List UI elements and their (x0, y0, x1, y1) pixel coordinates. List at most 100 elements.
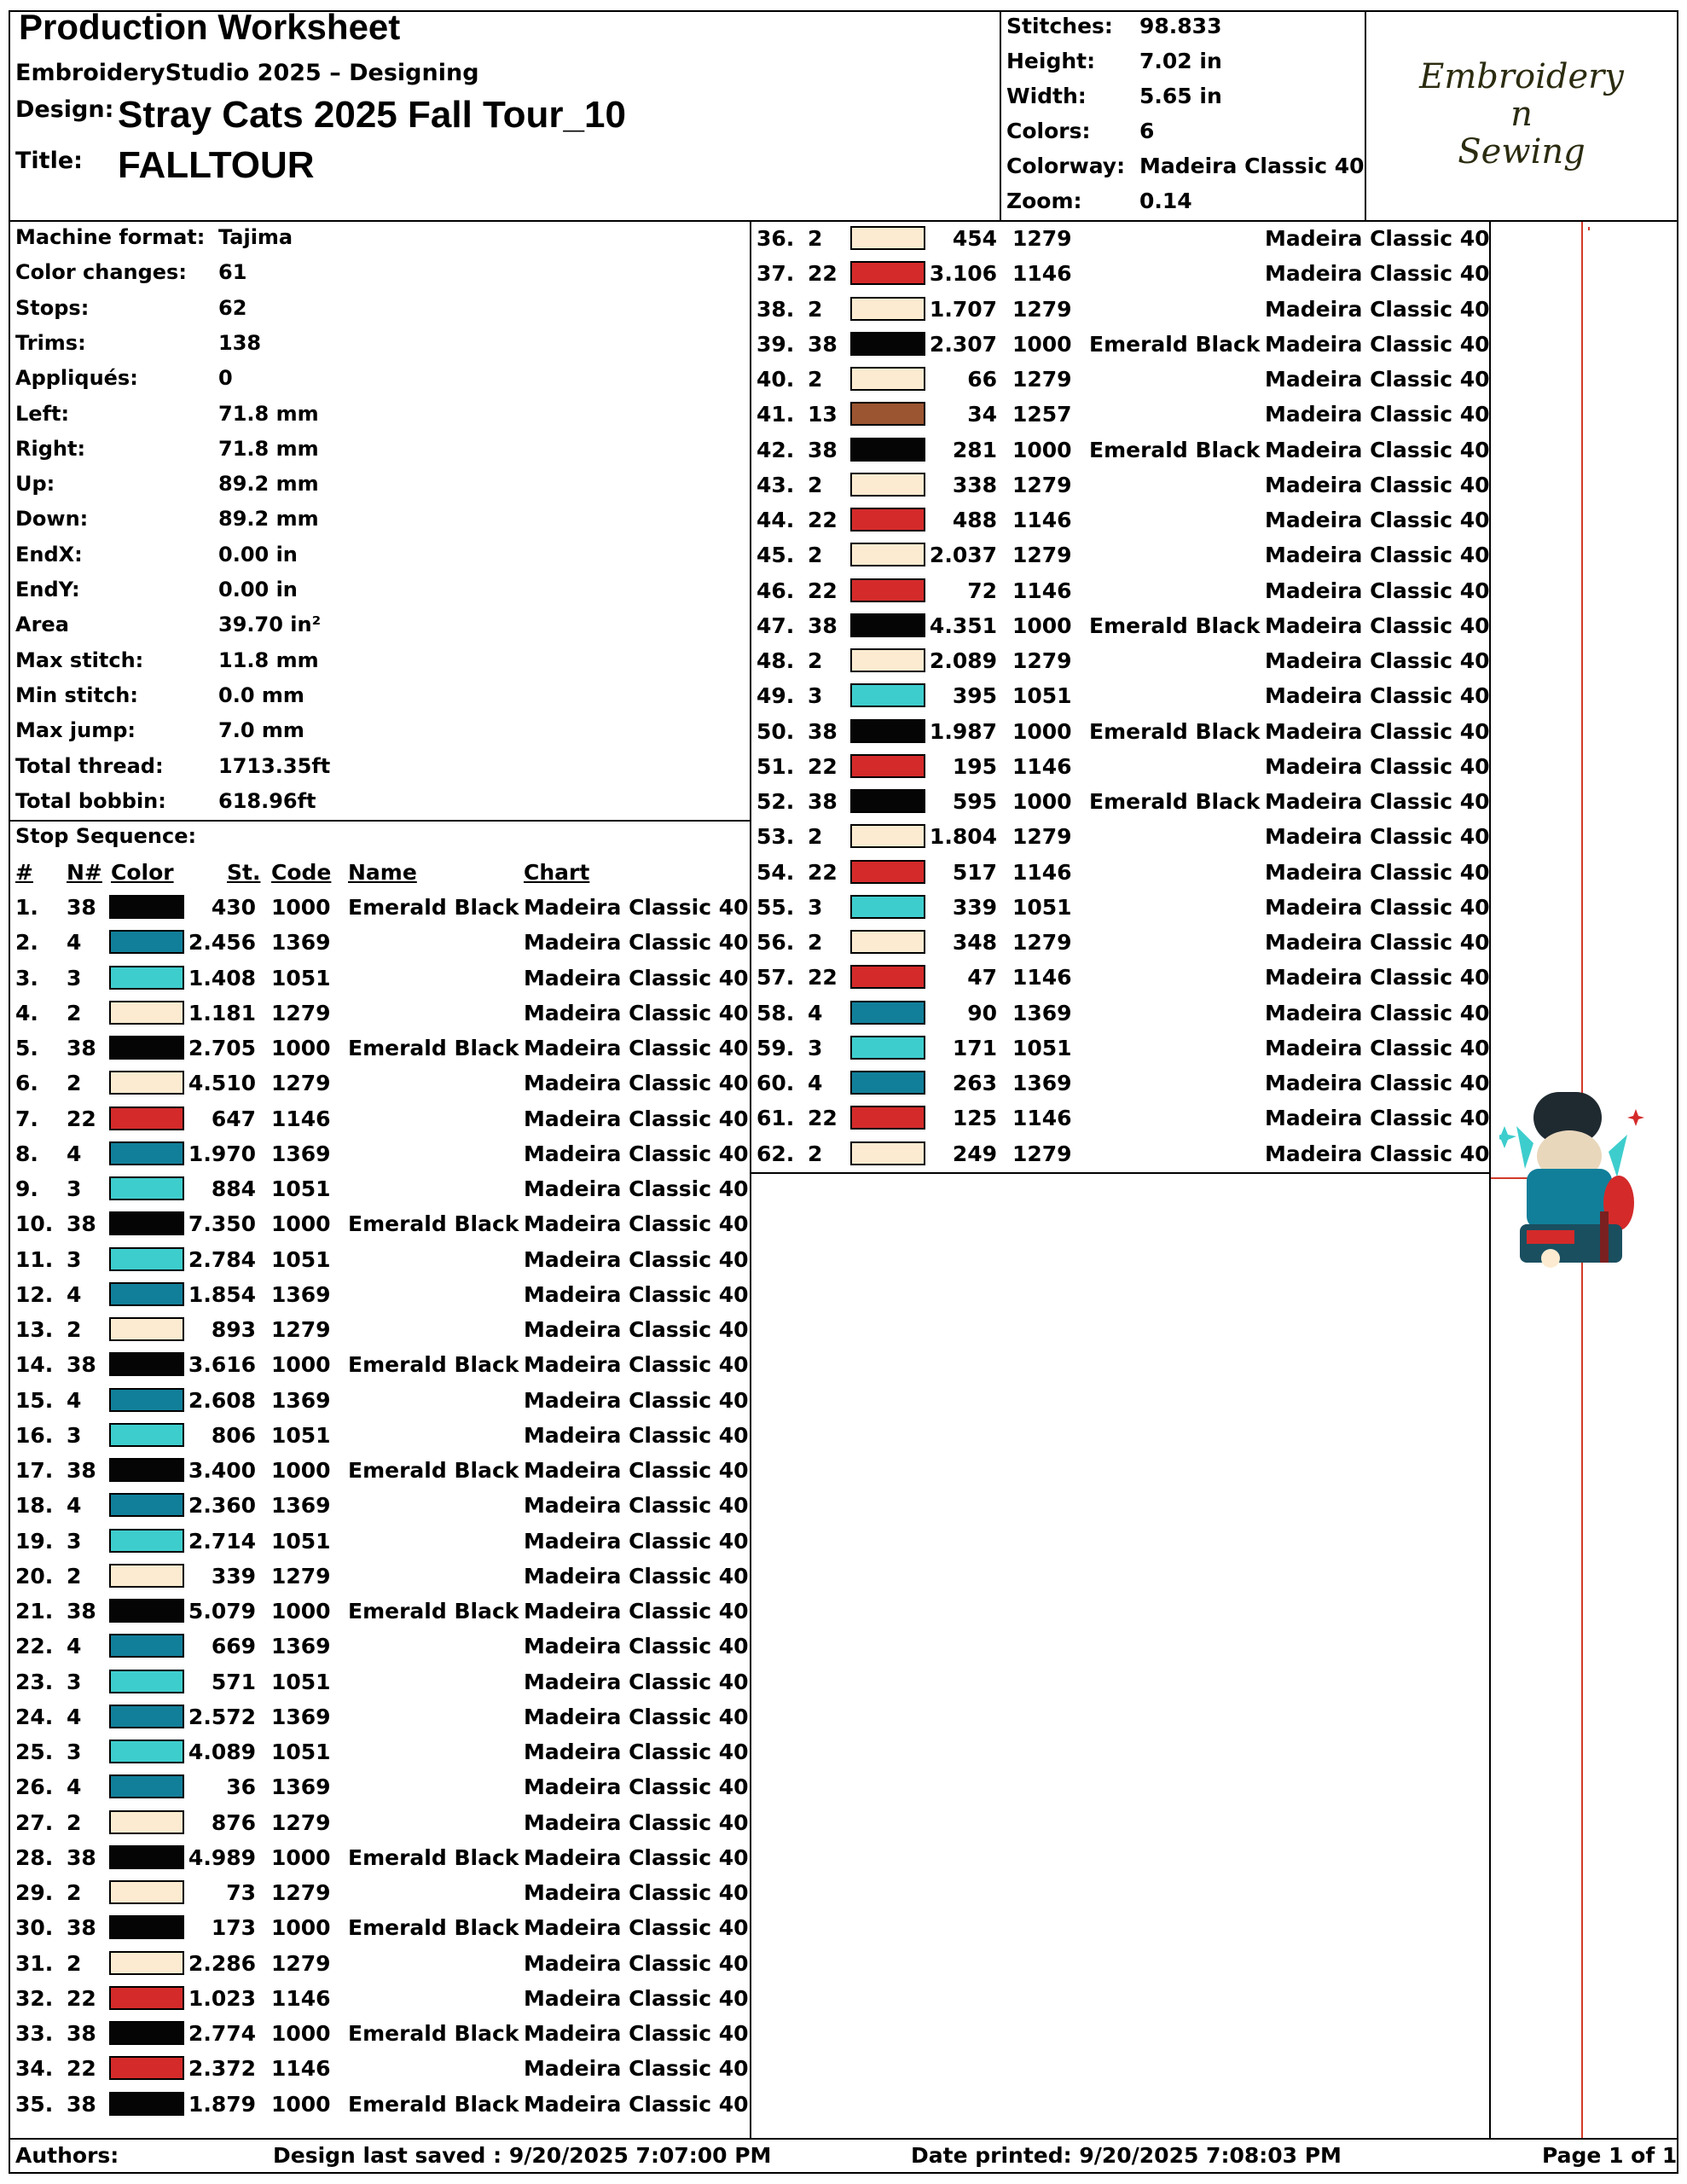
row-code: 1000 (271, 1915, 331, 1941)
row-needle: 38 (808, 437, 838, 462)
row-code: 1000 (271, 1599, 331, 1623)
row-stitches: 517 (952, 859, 997, 885)
color-swatch (850, 789, 925, 813)
row-chart: Madeira Classic 40 (524, 1422, 749, 1448)
row-chart: Madeira Classic 40 (524, 1563, 749, 1589)
row-code: 1000 (271, 1036, 331, 1060)
row-stitches: 884 (211, 1176, 256, 1201)
row-needle: 2 (808, 472, 823, 497)
row-chart: Madeira Classic 40 (1265, 613, 1490, 638)
row-needle: 4 (808, 1071, 823, 1095)
row-chart: Madeira Classic 40 (1265, 1000, 1490, 1025)
color-swatch (109, 1915, 184, 1940)
color-swatch (850, 226, 925, 250)
row-needle: 2 (808, 367, 823, 392)
table-row: 4. 2 1.181 1279 Madeira Classic 40 (15, 996, 749, 1031)
summary-label: Colorway: (1006, 154, 1126, 178)
row-chart: Madeira Classic 40 (1265, 472, 1490, 497)
row-needle: 3 (67, 1669, 82, 1694)
row-needle: 2 (67, 1950, 82, 1976)
table-row: 36. 2 454 1279 Madeira Classic 40 (757, 221, 1490, 256)
row-code: 1369 (271, 1634, 331, 1659)
row-chart: Madeira Classic 40 (1265, 508, 1490, 532)
table-row: 17. 38 3.400 1000 Emerald Black Madeira Class… (15, 1453, 749, 1488)
row-stitches: 195 (952, 753, 997, 779)
color-swatch (109, 1985, 184, 2010)
spec-value: 62 (218, 295, 247, 320)
row-index: 40. (757, 367, 795, 392)
summary-value: 7.02 in (1139, 49, 1222, 73)
row-chart: Madeira Classic 40 (524, 965, 749, 990)
row-code: 1000 (271, 1352, 331, 1378)
row-chart: Madeira Classic 40 (1265, 859, 1490, 885)
row-stitches: 595 (952, 789, 997, 814)
color-swatch (850, 472, 925, 497)
row-chart: Madeira Classic 40 (1265, 718, 1490, 744)
row-code: 1279 (271, 1563, 331, 1589)
row-needle: 38 (67, 1915, 96, 1941)
row-index: 55. (757, 894, 795, 920)
color-swatch (109, 1141, 184, 1165)
row-chart: Madeira Classic 40 (524, 1141, 749, 1166)
row-needle: 4 (67, 930, 82, 956)
spec-value: 39.70 in² (218, 613, 322, 637)
row-code: 1279 (271, 1317, 331, 1342)
row-code: 1279 (271, 1071, 331, 1096)
row-chart: Madeira Classic 40 (524, 1528, 749, 1554)
row-stitches: 36 (226, 1774, 256, 1800)
table-row: 62. 2 249 1279 Madeira Classic 40 (757, 1136, 1490, 1171)
row-index: 56. (757, 930, 795, 955)
row-chart: Madeira Classic 40 (1265, 789, 1490, 814)
spec-label: Max jump: (15, 718, 136, 743)
logo-line-3: Sewing (1458, 132, 1586, 171)
row-code: 1146 (271, 1985, 331, 2011)
color-swatch (109, 1563, 184, 1588)
table-row: 33. 38 2.774 1000 Emerald Black Madeira Class… (15, 2016, 749, 2051)
row-needle: 22 (808, 1106, 838, 1131)
row-needle: 3 (808, 894, 823, 920)
page-frame (9, 10, 1678, 2174)
spec-value: 0 (218, 366, 233, 391)
row-index: 2. (15, 930, 38, 956)
table-row: 24. 4 2.572 1369 Madeira Classic 40 (15, 1699, 749, 1734)
summary-value: 5.65 in (1139, 84, 1222, 108)
row-needle: 2 (808, 1141, 823, 1166)
color-swatch (109, 1211, 184, 1236)
row-stitches: 47 (967, 965, 997, 990)
row-chart: Madeira Classic 40 (524, 1211, 749, 1237)
table-row: 19. 3 2.714 1051 Madeira Classic 40 (15, 1524, 749, 1559)
table-row: 11. 3 2.784 1051 Madeira Classic 40 (15, 1242, 749, 1277)
row-needle: 22 (808, 508, 838, 532)
row-needle: 22 (67, 2056, 96, 2082)
row-code: 1369 (271, 1281, 331, 1307)
footer-date-printed: Date printed: 9/20/2025 7:08:03 PM (911, 2143, 1342, 2168)
row-needle: 2 (67, 1809, 82, 1835)
row-stitches: 1.854 (188, 1281, 256, 1307)
row-code: 1146 (1012, 859, 1072, 885)
row-needle: 4 (67, 1493, 82, 1519)
table-row: 23. 3 571 1051 Madeira Classic 40 (15, 1664, 749, 1699)
row-stitches: 893 (211, 1317, 256, 1342)
row-needle: 38 (67, 1352, 96, 1378)
table-row: 59. 3 171 1051 Madeira Classic 40 (757, 1031, 1490, 1066)
row-code: 1000 (271, 1844, 331, 1870)
header-vline-2 (1365, 10, 1366, 222)
spec-value: 618.96ft (218, 788, 316, 813)
row-stitches: 72 (967, 578, 997, 603)
row-needle: 3 (67, 1176, 82, 1201)
color-swatch (850, 437, 925, 462)
row-name: Emerald Black (348, 1352, 519, 1378)
row-stitches: 2.705 (188, 1036, 256, 1060)
color-swatch (109, 1317, 184, 1341)
row-name: Emerald Black (348, 2091, 519, 2117)
col-name: Name (348, 860, 417, 885)
row-stitches: 339 (211, 1563, 256, 1589)
row-needle: 2 (808, 648, 823, 673)
row-code: 1051 (271, 965, 331, 990)
color-swatch (850, 508, 925, 531)
row-stitches: 348 (952, 930, 997, 955)
spec-label: Right: (15, 436, 86, 461)
row-index: 32. (15, 1985, 54, 2011)
row-code: 1000 (271, 895, 331, 920)
color-swatch (850, 859, 925, 884)
